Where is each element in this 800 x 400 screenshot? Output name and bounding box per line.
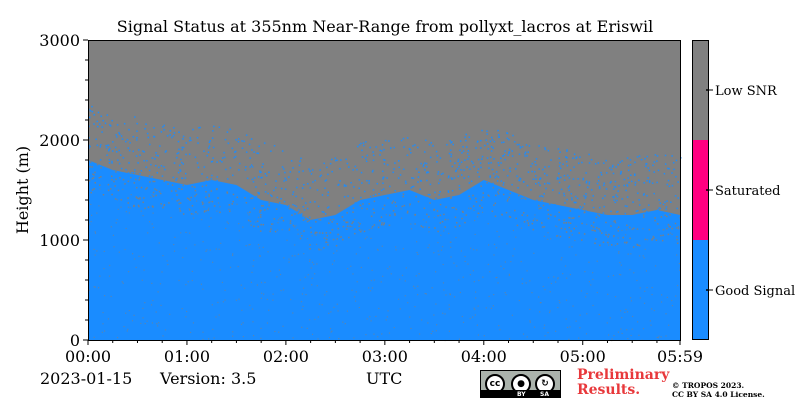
colorbar: Good Signal Saturated Low SNR	[692, 40, 795, 340]
x-axis-label: UTC	[366, 369, 403, 388]
y-axis-label: Height (m)	[13, 146, 32, 234]
cc-license-badge: cc ● ↻ BY SA	[480, 370, 561, 398]
preliminary-line-1: Preliminary	[577, 367, 670, 383]
colorbar-frame	[692, 40, 709, 340]
colorbar-label: Saturated	[715, 184, 780, 199]
x-tick-label: 04:00	[461, 347, 507, 366]
cc-by-tag: BY	[517, 391, 526, 398]
colorbar-label: Good Signal	[715, 284, 795, 299]
copyright-line-1: © TROPOS 2023.	[672, 381, 745, 390]
y-tick-label: 2000	[39, 131, 80, 150]
cc-sa-tag: SA	[540, 391, 549, 398]
date-label: 2023-01-15	[40, 369, 133, 388]
version-label: Version: 3.5	[160, 369, 257, 388]
preliminary-line-2: Results.	[577, 382, 641, 398]
colorbar-label: Low SNR	[715, 84, 778, 99]
x-tick-label: 05:59	[657, 347, 703, 366]
signal-texture	[88, 105, 682, 342]
x-tick-label: 03:00	[362, 347, 408, 366]
good-signal-region	[88, 160, 680, 340]
x-tick-label: 05:00	[560, 347, 606, 366]
y-tick-label: 3000	[39, 31, 80, 50]
y-tick-label: 1000	[39, 231, 80, 250]
colorbar-segment	[692, 40, 709, 140]
y-axis: 0 1000 2000 3000	[39, 31, 88, 350]
chart-title: Signal Status at 355nm Near-Range from p…	[117, 17, 654, 36]
x-tick-label: 01:00	[164, 347, 210, 366]
y-tick-label: 0	[70, 331, 80, 350]
x-axis: 00:00 01:00 02:00 03:00 04:00 05:00 05:59	[65, 340, 703, 366]
preliminary-results-note: Preliminary Results.	[577, 368, 669, 398]
x-tick-label: 00:00	[65, 347, 111, 366]
plot-area	[88, 40, 682, 342]
colorbar-segment	[692, 140, 709, 240]
colorbar-segment	[692, 240, 709, 340]
x-tick-label: 02:00	[263, 347, 309, 366]
copyright-note: © TROPOS 2023. CC BY SA 4.0 License.	[672, 381, 765, 399]
copyright-line-2: CC BY SA 4.0 License.	[672, 390, 765, 399]
